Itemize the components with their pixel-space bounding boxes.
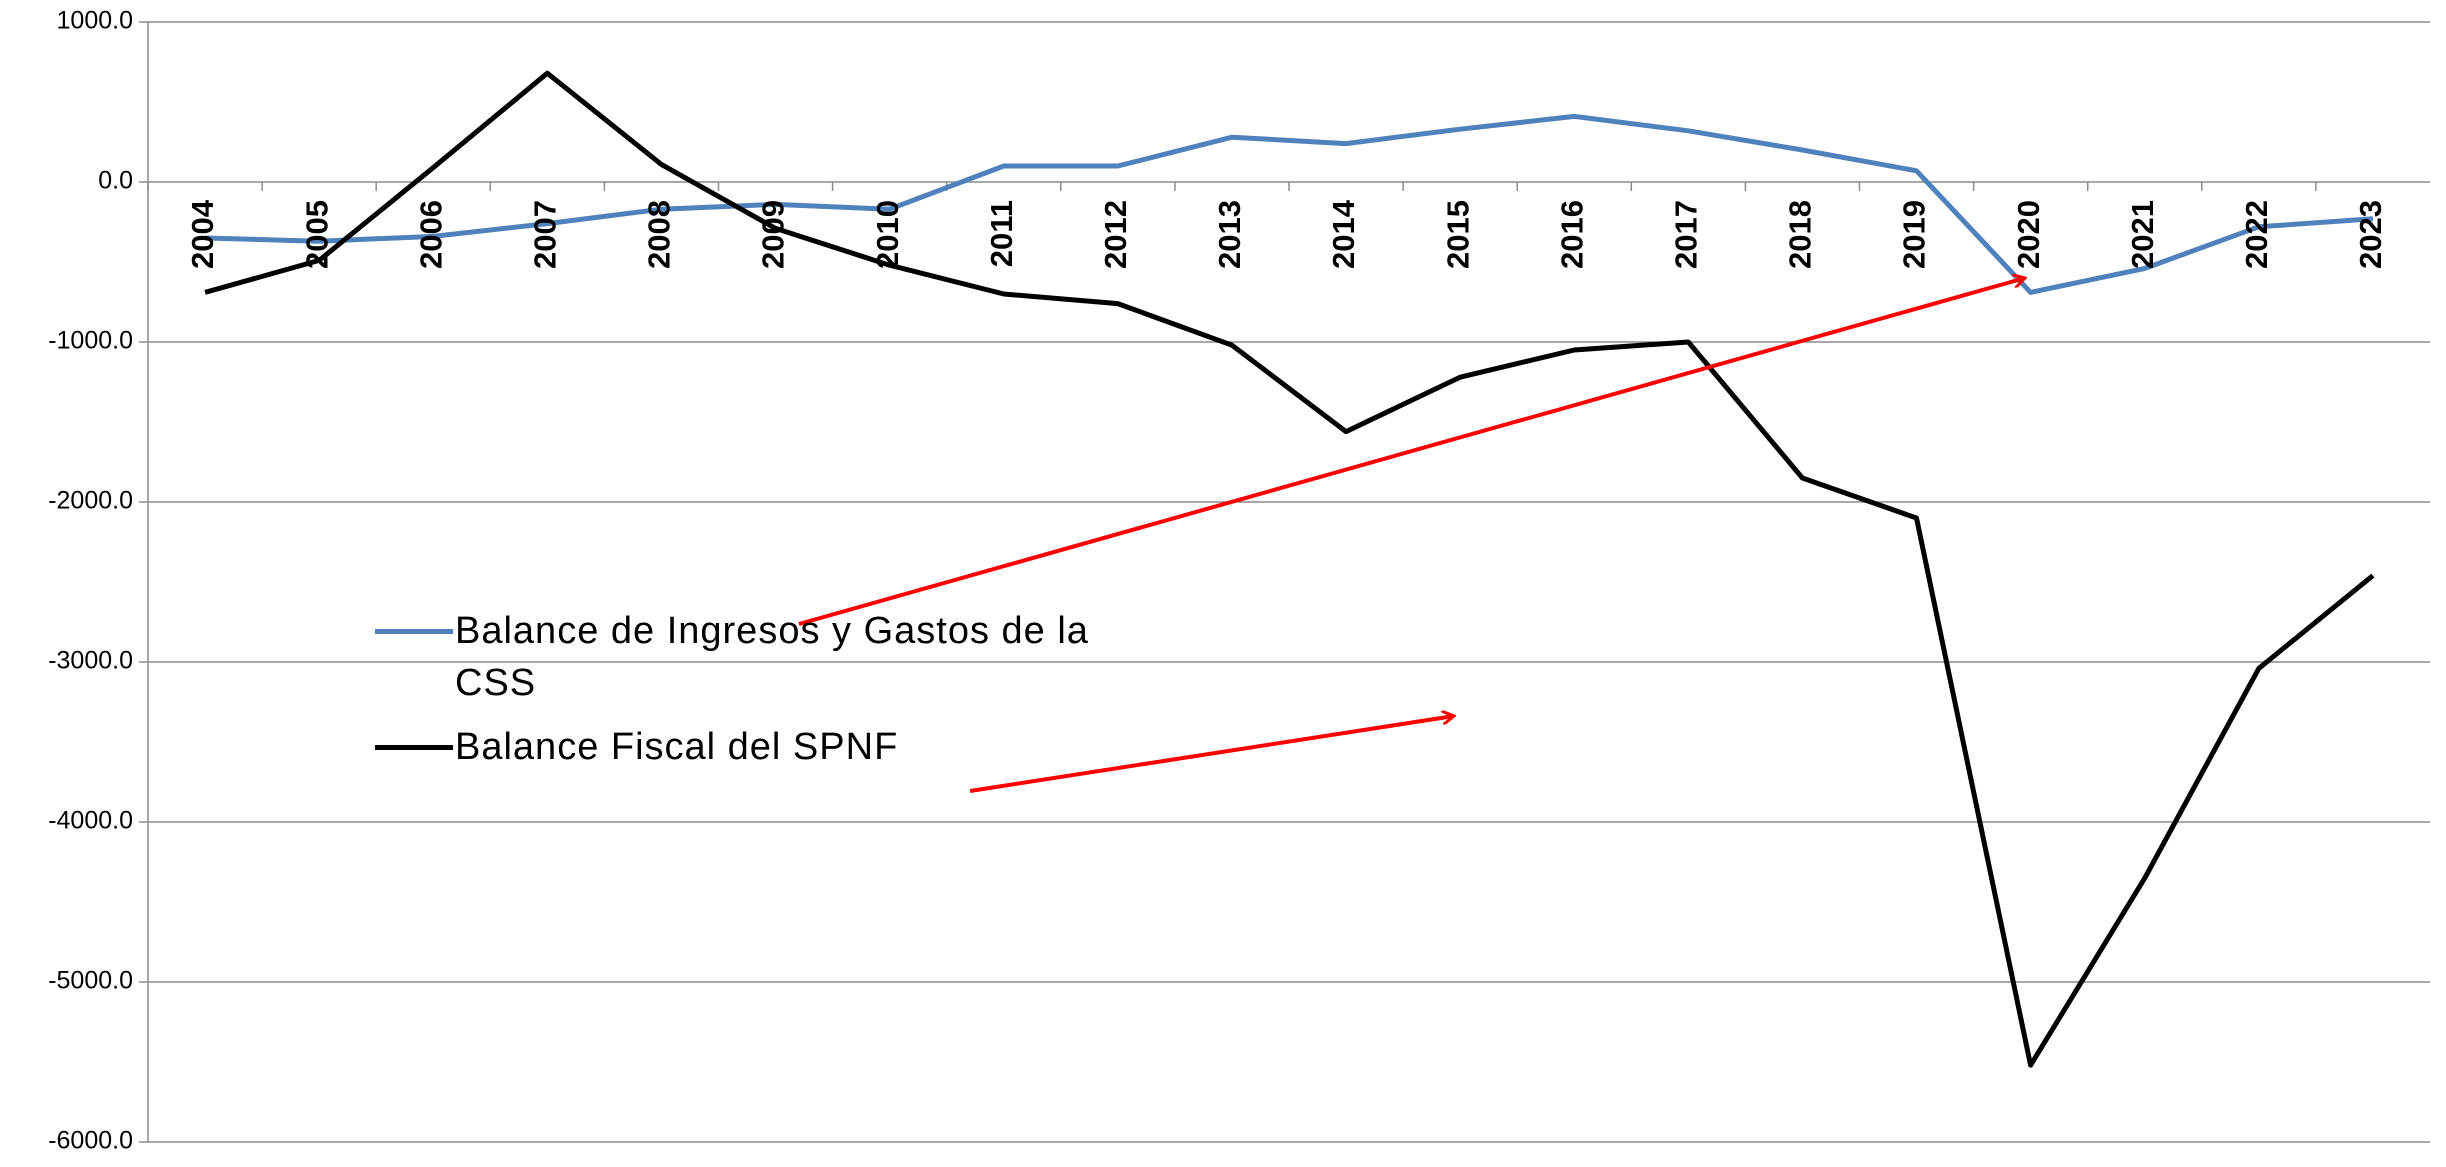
legend-label: Balance de Ingresos y Gastos de la CSS bbox=[455, 610, 1089, 704]
x-tick-label: 2006 bbox=[413, 200, 448, 269]
x-tick-label: 2008 bbox=[642, 200, 677, 269]
legend-item: Balance Fiscal del SPNF bbox=[375, 721, 1175, 773]
legend-swatch bbox=[375, 629, 453, 634]
y-tick-label: -3000.0 bbox=[48, 647, 133, 675]
y-tick-label: -4000.0 bbox=[48, 807, 133, 835]
series-line bbox=[204, 70, 2375, 1068]
y-tick-label: -2000.0 bbox=[48, 487, 133, 515]
x-tick-label: 2014 bbox=[1326, 199, 1361, 269]
x-tick-label: 2015 bbox=[1440, 200, 1475, 269]
x-tick-label: 2020 bbox=[2011, 200, 2046, 269]
x-tick-label: 2017 bbox=[1669, 200, 1704, 269]
x-tick-label: 2010 bbox=[870, 200, 905, 269]
legend-label: Balance Fiscal del SPNF bbox=[455, 726, 899, 768]
x-tick-label: 2019 bbox=[1897, 200, 1932, 269]
y-tick-label: -6000.0 bbox=[48, 1127, 133, 1155]
x-tick-label: 2022 bbox=[2239, 200, 2274, 269]
y-tick-label: 0.0 bbox=[98, 167, 133, 195]
legend-item: Balance de Ingresos y Gastos de la CSS bbox=[375, 605, 1175, 709]
x-tick-label: 2016 bbox=[1554, 200, 1589, 269]
y-tick-label: -5000.0 bbox=[48, 967, 133, 995]
x-tick-label: 2023 bbox=[2353, 200, 2388, 269]
y-tick-label: 1000.0 bbox=[57, 7, 133, 35]
x-tick-label: 2011 bbox=[984, 200, 1019, 267]
x-tick-label: 2005 bbox=[299, 200, 334, 269]
legend: Balance de Ingresos y Gastos de la CSS Ba… bbox=[375, 605, 1175, 785]
x-tick-label: 2007 bbox=[528, 200, 563, 269]
x-tick-label: 2018 bbox=[1783, 200, 1818, 269]
annotation-arrow bbox=[798, 278, 2025, 626]
series-line bbox=[205, 113, 2374, 295]
legend-swatch bbox=[375, 745, 453, 750]
x-tick-label: 2009 bbox=[756, 200, 791, 269]
x-tick-label: 2004 bbox=[185, 199, 220, 269]
x-tick-label: 2012 bbox=[1098, 200, 1133, 269]
x-tick-label: 2021 bbox=[2125, 200, 2160, 269]
x-tick-label: 2013 bbox=[1212, 200, 1247, 269]
y-tick-label: -1000.0 bbox=[48, 327, 133, 355]
annotation-arrow bbox=[969, 716, 1454, 793]
